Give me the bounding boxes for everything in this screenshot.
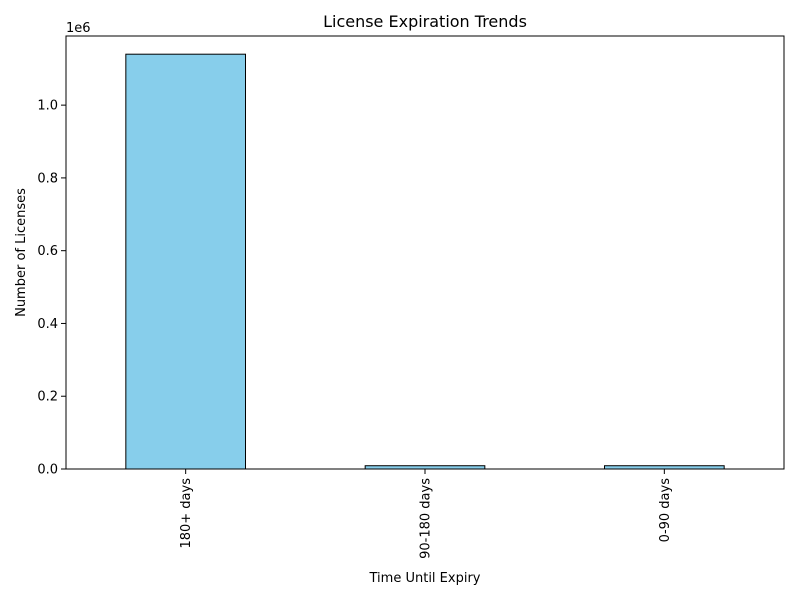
y-tick-label: 0.2 [37,390,58,405]
bars-group [125,53,725,470]
y-tick-label: 0.0 [37,463,58,478]
x-axis-label: Time Until Expiry [369,571,481,586]
y-axis: 0.0 0.2 0.4 0.6 0.8 1.0 [37,99,66,478]
y-scale-label: 1e6 [66,21,91,36]
y-tick-label: 0.4 [37,317,58,332]
bar-0 [125,53,246,470]
y-tick-label: 0.6 [37,244,58,259]
y-tick-label: 0.8 [37,171,58,186]
x-tick-label: 90-180 days [419,478,434,559]
x-tick-label: 180+ days [179,478,194,549]
y-tick-label: 1.0 [37,99,58,114]
x-axis: 180+ days 90-180 days 0-90 days [179,469,673,559]
y-axis-label: Number of Licenses [14,188,29,317]
x-tick-label: 0-90 days [658,478,673,543]
chart-title: License Expiration Trends [323,12,527,31]
